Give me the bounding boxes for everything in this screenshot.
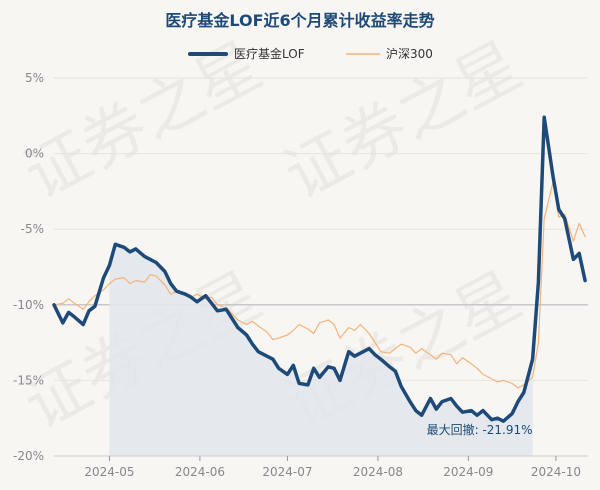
drawdown-area (109, 244, 533, 456)
x-axis: 2024-05 2024-06 2024-07 2024-08 2024-09 2024-… (54, 455, 588, 479)
legend-label-index: 沪深300 (386, 47, 433, 61)
y-tick-label: 0% (25, 147, 44, 161)
chart-title: 医疗基金LOF近6个月累计收益率走势 (165, 11, 434, 30)
y-tick-label: -20% (13, 449, 44, 463)
max-drawdown-label: 最大回撤: -21.91% (427, 422, 533, 437)
y-tick-label: -15% (13, 373, 44, 387)
x-tick-label: 2024-08 (353, 465, 403, 479)
x-tick-label: 2024-05 (84, 465, 134, 479)
y-tick-label: 5% (25, 71, 44, 85)
y-tick-label: -5% (21, 222, 44, 236)
x-tick-label: 2024-07 (262, 465, 312, 479)
series-line-fund (52, 115, 587, 423)
x-tick-label: 2024-10 (531, 465, 581, 479)
legend: 医疗基金LOF 沪深300 (188, 46, 433, 61)
drawdown-fill (109, 244, 533, 456)
y-axis: 5% 0% -5% -10% -15% -20% (13, 71, 44, 463)
series-line-index (53, 181, 586, 389)
series-lines (52, 115, 587, 423)
x-tick-label: 2024-09 (443, 465, 493, 479)
legend-label-fund: 医疗基金LOF (234, 46, 305, 61)
x-tick-label: 2024-06 (175, 465, 225, 479)
y-tick-label: -10% (13, 298, 44, 312)
